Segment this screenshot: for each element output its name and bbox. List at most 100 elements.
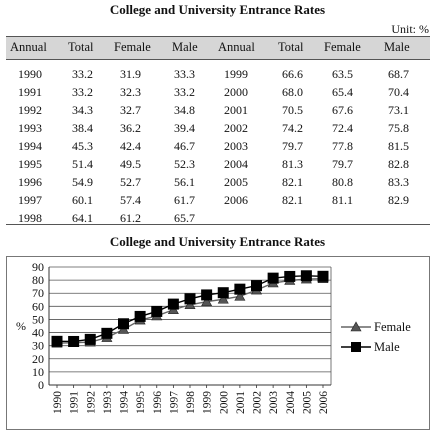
x-tick-label: 1997 [168, 391, 180, 414]
table-cell: 2005 [224, 175, 248, 189]
data-point-male [251, 280, 262, 292]
data-point-female [234, 290, 246, 301]
table-cell: 73.1 [388, 103, 409, 117]
table-cell: 32.3 [120, 85, 141, 99]
table-cell: 61.2 [120, 211, 141, 225]
table-header: Annual Total Female Male Annual Total Female Ma… [6, 36, 430, 60]
table-cell: 31.9 [120, 67, 141, 81]
table-cell: 81.5 [388, 139, 409, 153]
table-cell: 77.8 [332, 139, 353, 153]
table-row: 1994 45.3 42.4 46.7 2003 79.7 77.8 81.5 [6, 137, 430, 155]
y-tick-label: 70 [32, 286, 44, 300]
y-tick-label: 80 [32, 273, 44, 287]
table-cell: 66.6 [282, 67, 303, 81]
table-cell: 52.7 [120, 175, 141, 189]
data-point-male [118, 318, 129, 330]
data-point-male [284, 270, 296, 282]
table-row: 1998 64.1 61.2 65.7 [6, 209, 430, 227]
header-cell: Total [278, 40, 304, 54]
header-cell: Male [172, 40, 198, 54]
table-cell: 2000 [224, 85, 248, 99]
table-row: 1993 38.4 36.2 39.4 2002 74.2 72.4 75.8 [6, 119, 430, 137]
legend-marker [350, 321, 362, 332]
table-cell: 33.2 [72, 67, 93, 81]
y-axis-label: % [16, 319, 26, 333]
table-cell: 56.1 [174, 175, 195, 189]
table-cell: 82.8 [388, 157, 409, 171]
table-cell: 63.5 [332, 67, 353, 81]
data-point-male [68, 335, 80, 347]
table-cell: 2004 [224, 157, 248, 171]
table-cell: 2006 [224, 193, 248, 207]
table-cell: 42.4 [120, 139, 141, 153]
table-cell: 39.4 [174, 121, 195, 135]
y-tick-label: 0 [38, 378, 44, 392]
data-point-male [234, 283, 246, 295]
y-tick-label: 50 [32, 312, 44, 326]
header-cell: Total [68, 40, 94, 54]
table-cell: 70.5 [282, 103, 303, 117]
data-point-male [134, 310, 146, 322]
x-tick-label: 2005 [301, 391, 313, 414]
data-point-male [217, 287, 229, 299]
header-cell: Annual [10, 40, 47, 54]
entrance-rates-table: Annual Total Female Male Annual Total Female Ma… [6, 36, 430, 227]
table-cell: 33.2 [72, 85, 93, 99]
y-tick-label: 40 [32, 326, 44, 340]
header-cell: Female [114, 40, 151, 54]
table-cell: 2001 [224, 103, 248, 117]
table-cell: 79.7 [282, 139, 303, 153]
x-tick-label: 1996 [152, 391, 164, 414]
table-cell: 60.1 [72, 193, 93, 207]
table-cell: 51.4 [72, 157, 93, 171]
table-cell: 81.1 [332, 193, 353, 207]
table-cell: 36.2 [120, 121, 141, 135]
x-tick-label: 2004 [285, 391, 297, 414]
y-tick-label: 30 [32, 339, 44, 353]
table-cell: 1990 [18, 67, 42, 81]
table-cell: 61.7 [174, 193, 195, 207]
header-cell: Female [324, 40, 361, 54]
table-title: College and University Entrance Rates [109, 2, 326, 17]
y-tick-label: 90 [32, 260, 44, 274]
table-cell: 34.8 [174, 103, 195, 117]
chart-title: College and University Entrance Rates [109, 234, 326, 249]
x-tick-label: 2003 [268, 391, 280, 414]
table-cell: 1998 [18, 211, 42, 225]
data-point-male [84, 333, 96, 345]
series-line-female [56, 277, 324, 344]
x-tick-label: 1998 [185, 391, 197, 414]
data-point-male [317, 270, 329, 282]
table-cell: 65.4 [332, 85, 353, 99]
header-cell: Annual [218, 40, 255, 54]
x-tick-label: 2001 [235, 391, 247, 414]
data-point-male [167, 298, 179, 310]
x-tick-label: 1999 [202, 391, 214, 414]
legend-label-male: Male [374, 340, 400, 354]
data-point-male [300, 270, 312, 282]
data-point-male [267, 272, 279, 284]
table-cell: 83.3 [388, 175, 409, 189]
x-tick-label: 2000 [218, 391, 230, 414]
table-cell: 1992 [18, 103, 42, 117]
y-tick-label: 10 [32, 365, 44, 379]
x-tick-label: 1993 [102, 391, 114, 414]
table-cell: 75.8 [388, 121, 409, 135]
table-bottom-rule [6, 224, 430, 225]
data-point-male [201, 289, 213, 301]
table-cell: 1996 [18, 175, 42, 189]
table-cell: 54.9 [72, 175, 93, 189]
x-tick-label: 2002 [252, 391, 264, 414]
table-cell: 68.0 [282, 85, 303, 99]
table-row: 1995 51.4 49.5 52.3 2004 81.3 79.7 82.8 [6, 155, 430, 173]
table-cell: 80.8 [332, 175, 353, 189]
table-cell: 33.2 [174, 85, 195, 99]
table-cell: 34.3 [72, 103, 93, 117]
table-cell: 81.3 [282, 157, 303, 171]
x-tick-label: 1994 [119, 391, 131, 414]
data-point-male [101, 327, 113, 339]
table-cell: 57.4 [120, 193, 141, 207]
table-cell: 67.6 [332, 103, 353, 117]
data-point-male [184, 293, 196, 305]
table-cell: 38.4 [72, 121, 93, 135]
